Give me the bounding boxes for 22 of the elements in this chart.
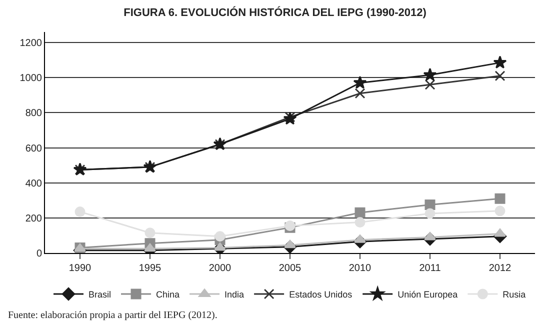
y-tick-label: 1200	[20, 38, 42, 50]
x-tick-label: 1990	[68, 263, 92, 274]
x-tick-label: 1995	[138, 263, 162, 274]
x-tick-label: 2010	[348, 263, 372, 274]
legend-label: China	[156, 290, 180, 300]
x-tick-label: 2012	[488, 263, 512, 274]
x-tick-label: 2005	[278, 263, 302, 274]
y-tick-label: 1000	[20, 73, 42, 84]
x-tick-label: 2011	[419, 263, 442, 274]
y-tick-label: 0	[36, 248, 42, 260]
y-tick-label: 600	[25, 143, 42, 154]
legend-label: Rusia	[502, 290, 526, 300]
legend-label: Estados Unidos	[289, 290, 353, 300]
legend-label: Unión Europea	[398, 290, 458, 300]
y-tick-label: 200	[25, 213, 42, 224]
y-tick-label: 800	[25, 108, 42, 120]
legend-label: India	[224, 290, 244, 300]
legend-label: Brasil	[88, 290, 112, 300]
y-tick-label: 400	[25, 178, 42, 190]
chart-title: FIGURA 6. EVOLUCIÓN HISTÓRICA DEL IEPG (1990-2012)	[124, 6, 427, 19]
x-tick-label: 2000	[208, 263, 232, 274]
source-note: Fuente: elaboración propia a partir del IEPG (2012).	[8, 310, 218, 321]
